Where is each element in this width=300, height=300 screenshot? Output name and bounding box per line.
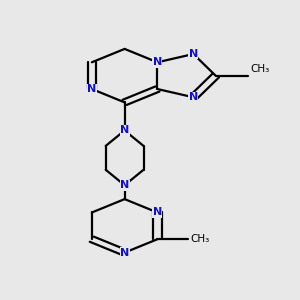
Text: N: N bbox=[120, 125, 129, 136]
Text: N: N bbox=[153, 208, 162, 218]
Text: CH₃: CH₃ bbox=[250, 64, 269, 74]
Text: N: N bbox=[120, 248, 129, 258]
Text: N: N bbox=[87, 84, 97, 94]
Text: N: N bbox=[120, 180, 129, 190]
Text: N: N bbox=[153, 57, 162, 67]
Text: CH₃: CH₃ bbox=[191, 234, 210, 244]
Text: N: N bbox=[189, 49, 198, 59]
Text: N: N bbox=[189, 92, 198, 102]
